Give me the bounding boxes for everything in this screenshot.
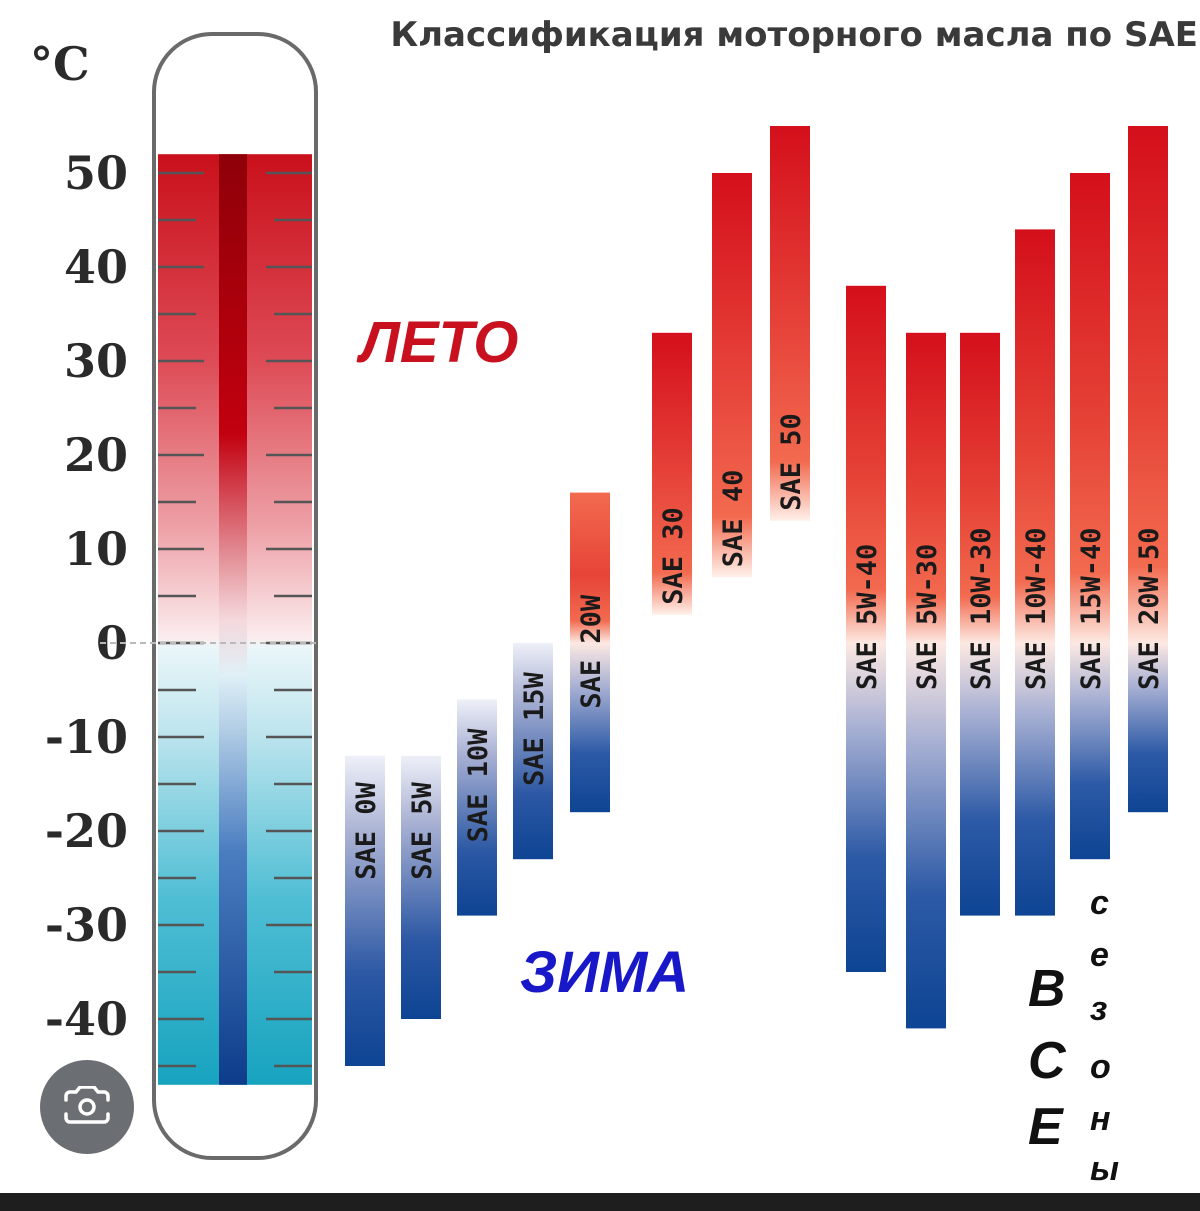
bar bbox=[770, 126, 810, 521]
bar-label: SAE 20W bbox=[576, 594, 607, 709]
all-season-letter-1: В bbox=[1028, 960, 1066, 1018]
bar-label: SAE 5W bbox=[407, 782, 438, 880]
bar-label: SAE 15W bbox=[519, 671, 550, 786]
bar-label: SAE 10W-30 bbox=[966, 527, 997, 690]
y-tick-label: -20 bbox=[45, 804, 128, 858]
bars: SAE 0W SAE 5W SAE 10W SAE 15W SAE 20W SAE 30 S… bbox=[345, 126, 1168, 1066]
bar-label: SAE 50 bbox=[776, 413, 807, 511]
all-season-sub-2: е bbox=[1090, 936, 1109, 974]
bar bbox=[1070, 173, 1110, 860]
chart-title: Классификация моторного масла по SAE bbox=[390, 15, 1198, 55]
bar-label: SAE 10W bbox=[463, 728, 494, 843]
all-season-sub-3: з bbox=[1090, 990, 1107, 1028]
bar bbox=[960, 332, 1000, 916]
bar bbox=[712, 173, 752, 578]
unit-label: °C bbox=[30, 37, 90, 91]
y-tick-label: 40 bbox=[64, 240, 128, 294]
all-season-letter-3: Е bbox=[1028, 1098, 1064, 1156]
all-season-sub-6: ы bbox=[1090, 1150, 1119, 1188]
bar-label: SAE 10W-40 bbox=[1021, 527, 1052, 690]
y-tick-label: 30 bbox=[64, 334, 128, 388]
bar-label: SAE 30 bbox=[658, 507, 689, 605]
thermometer-core bbox=[219, 154, 247, 1085]
bar-label: SAE 15W-40 bbox=[1076, 527, 1107, 690]
summer-label: ЛЕТО bbox=[356, 310, 518, 375]
bar-label: SAE 40 bbox=[718, 470, 749, 568]
all-season-sub-5: н bbox=[1090, 1100, 1111, 1138]
bar bbox=[1015, 229, 1055, 916]
bar-label: SAE 0W bbox=[351, 782, 382, 880]
bar bbox=[345, 755, 385, 1066]
bar bbox=[570, 492, 610, 813]
winter-label: ЗИМА bbox=[520, 940, 689, 1005]
y-tick-label: 20 bbox=[64, 428, 128, 482]
y-tick-label: -30 bbox=[45, 898, 128, 952]
bar bbox=[513, 643, 553, 860]
bar bbox=[457, 699, 497, 916]
bar bbox=[652, 332, 692, 615]
all-season-label: В С Е с е з о н ы bbox=[1028, 884, 1119, 1188]
bar bbox=[906, 332, 946, 1029]
y-tick-label: 10 bbox=[64, 522, 128, 576]
bar-label: SAE 20W-50 bbox=[1134, 527, 1165, 690]
bar bbox=[401, 755, 441, 1019]
bar-label: SAE 5W-30 bbox=[912, 544, 943, 690]
bar bbox=[846, 285, 886, 972]
lens-camera-icon bbox=[64, 1086, 110, 1124]
y-tick-label: -40 bbox=[45, 992, 128, 1046]
all-season-sub-4: о bbox=[1090, 1048, 1111, 1086]
thermometer bbox=[152, 32, 318, 1160]
bottom-navigation-bar bbox=[0, 1193, 1200, 1211]
y-tick-label: 50 bbox=[64, 146, 128, 200]
bar bbox=[1128, 126, 1168, 813]
all-season-sub-1: с bbox=[1090, 884, 1109, 922]
y-tick-label: -10 bbox=[45, 710, 128, 764]
all-season-letter-2: С bbox=[1028, 1032, 1067, 1090]
bar-label: SAE 5W-40 bbox=[852, 544, 883, 690]
image-search-button[interactable] bbox=[40, 1060, 134, 1154]
